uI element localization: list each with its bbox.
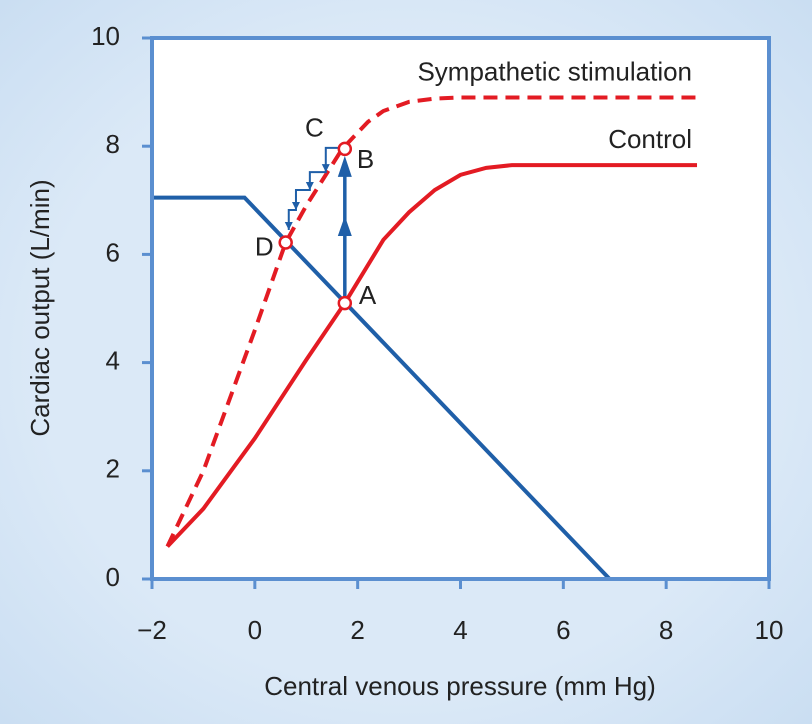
y-tick-label: 4	[106, 345, 120, 375]
point-marker	[337, 141, 353, 157]
x-tick-label: −2	[137, 615, 167, 645]
point-marker	[337, 295, 353, 311]
curve-label: Control	[608, 124, 692, 154]
x-tick-label: 10	[755, 615, 784, 645]
y-tick-label: 10	[91, 21, 120, 51]
staircase-arrowhead	[284, 222, 293, 231]
x-tick-label: 2	[350, 615, 364, 645]
point-label: B	[357, 144, 374, 174]
x-tick-label: 6	[556, 615, 570, 645]
y-tick-label: 0	[106, 562, 120, 592]
x-tick-label: 8	[659, 615, 673, 645]
y-tick-label: 6	[106, 237, 120, 267]
point-label: A	[359, 280, 377, 310]
staircase-arrowhead	[305, 182, 314, 191]
plot-layer: Control Sympathetic stimulation A B C D	[152, 56, 698, 581]
point-label: C	[305, 113, 324, 143]
x-axis-title: Central venous pressure (mm Hg)	[264, 671, 656, 701]
y-axis-title: Cardiac output (L/min)	[25, 179, 55, 436]
staircase-arrowhead	[291, 202, 300, 211]
arrowhead	[337, 155, 352, 177]
arrowhead	[337, 215, 352, 236]
x-tick-label: 4	[453, 615, 467, 645]
y-tick-label: 2	[106, 454, 120, 484]
point-marker	[278, 235, 293, 250]
curve	[152, 195, 612, 581]
x-tick-label: 0	[248, 615, 262, 645]
staircase-arrowhead	[321, 164, 330, 173]
staircase	[287, 146, 344, 231]
point-label: D	[255, 231, 274, 261]
curve-label: Sympathetic stimulation	[417, 56, 692, 86]
curve	[165, 163, 698, 548]
y-tick-label: 8	[106, 129, 120, 159]
plot-area	[152, 38, 769, 579]
